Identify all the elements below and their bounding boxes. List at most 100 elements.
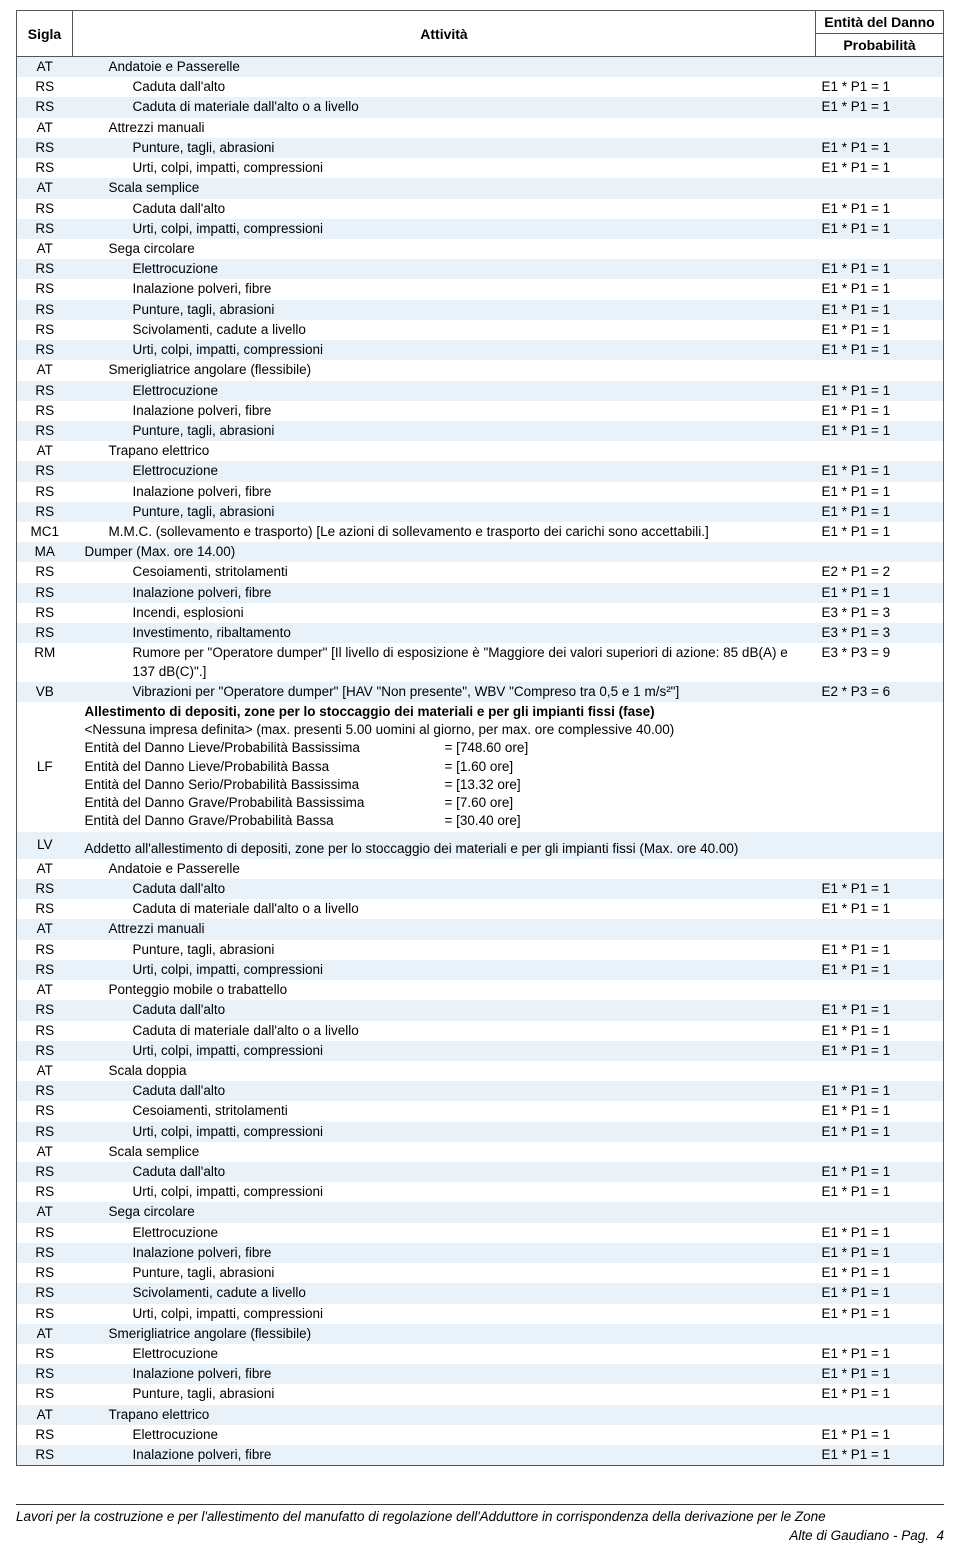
cell-sigla: AT xyxy=(17,178,73,198)
table-row: RSCaduta di materiale dall'alto o a live… xyxy=(17,899,944,919)
cell-attivita: Andatoie e Passerelle xyxy=(73,57,816,78)
table-row: RSPunture, tagli, abrasioniE1 * P1 = 1 xyxy=(17,1263,944,1283)
table-row: ATTrapano elettrico xyxy=(17,441,944,461)
cell-entita: E1 * P1 = 1 xyxy=(816,960,944,980)
cell-entita: E1 * P1 = 1 xyxy=(816,401,944,421)
cell-sigla: RS xyxy=(17,320,73,340)
table-row: RSCaduta di materiale dall'alto o a live… xyxy=(17,1021,944,1041)
lf-label: Entità del Danno Lieve/Probabilità Bassi… xyxy=(85,739,445,757)
cell-entita: E1 * P1 = 1 xyxy=(816,1000,944,1020)
cell-attivita: Inalazione polveri, fibre xyxy=(73,583,816,603)
cell-entita: E1 * P1 = 1 xyxy=(816,482,944,502)
cell-entita: E1 * P1 = 1 xyxy=(816,899,944,919)
cell-sigla: RS xyxy=(17,158,73,178)
cell-entita xyxy=(816,57,944,78)
cell-sigla: RS xyxy=(17,300,73,320)
table-row: RSCaduta dall'altoE1 * P1 = 1 xyxy=(17,1081,944,1101)
table-row: RSInalazione polveri, fibreE1 * P1 = 1 xyxy=(17,482,944,502)
cell-sigla: RS xyxy=(17,1000,73,1020)
cell-attivita: Scivolamenti, cadute a livello xyxy=(73,1283,816,1303)
risk-table: Sigla Attività Entità del Danno Probabil… xyxy=(16,10,944,1466)
cell-sigla: AT xyxy=(17,360,73,380)
table-row: RSCesoiamenti, stritolamentiE2 * P1 = 2 xyxy=(17,562,944,582)
table-row: RSElettrocuzioneE1 * P1 = 1 xyxy=(17,259,944,279)
table-row: RSCaduta di materiale dall'alto o a live… xyxy=(17,97,944,117)
cell-attivita: Inalazione polveri, fibre xyxy=(73,401,816,421)
cell-sigla: MA xyxy=(17,542,73,562)
cell-entita: E1 * P1 = 1 xyxy=(816,1081,944,1101)
table-row: RSScivolamenti, cadute a livelloE1 * P1 … xyxy=(17,1283,944,1303)
cell-entita xyxy=(816,118,944,138)
cell-attivita: Scivolamenti, cadute a livello xyxy=(73,320,816,340)
cell-sigla: RS xyxy=(17,401,73,421)
cell-sigla: AT xyxy=(17,118,73,138)
cell-sigla: AT xyxy=(17,919,73,939)
lf-label: Entità del Danno Grave/Probabilità Bassa xyxy=(85,812,445,830)
cell-sigla: RS xyxy=(17,1122,73,1142)
cell-attivita: Addetto all'allestimento di depositi, zo… xyxy=(73,832,816,859)
table-row: RSCesoiamenti, stritolamentiE1 * P1 = 1 xyxy=(17,1101,944,1121)
cell-attivita: Smerigliatrice angolare (flessibile) xyxy=(73,1324,816,1344)
cell-entita: E3 * P3 = 9 xyxy=(816,643,944,681)
cell-sigla: AT xyxy=(17,980,73,1000)
cell-attivita: Elettrocuzione xyxy=(73,1425,816,1445)
cell-entita: E1 * P1 = 1 xyxy=(816,340,944,360)
cell-sigla: RS xyxy=(17,899,73,919)
cell-sigla: RS xyxy=(17,421,73,441)
cell-entita: E1 * P1 = 1 xyxy=(816,1021,944,1041)
cell-attivita: Urti, colpi, impatti, compressioni xyxy=(73,960,816,980)
table-row: RSPunture, tagli, abrasioniE1 * P1 = 1 xyxy=(17,300,944,320)
cell-entita: E1 * P1 = 1 xyxy=(816,158,944,178)
table-row: RSUrti, colpi, impatti, compressioniE1 *… xyxy=(17,1182,944,1202)
cell-attivita: Dumper (Max. ore 14.00) xyxy=(73,542,816,562)
cell-attivita: Urti, colpi, impatti, compressioni xyxy=(73,1122,816,1142)
lf-subtitle: <Nessuna impresa definita> (max. present… xyxy=(85,721,810,739)
cell-entita: E1 * P1 = 1 xyxy=(816,522,944,542)
cell-attivita: Rumore per "Operatore dumper" [Il livell… xyxy=(73,643,816,681)
cell-sigla: RS xyxy=(17,623,73,643)
cell-sigla: RS xyxy=(17,583,73,603)
table-row: RSInalazione polveri, fibreE1 * P1 = 1 xyxy=(17,1445,944,1466)
cell-attivita: Andatoie e Passerelle xyxy=(73,859,816,879)
table-row: RSUrti, colpi, impatti, compressioniE1 *… xyxy=(17,1041,944,1061)
cell-attivita: Urti, colpi, impatti, compressioni xyxy=(73,340,816,360)
cell-sigla: RS xyxy=(17,97,73,117)
cell-entita: E2 * P1 = 2 xyxy=(816,562,944,582)
cell-entita: E1 * P1 = 1 xyxy=(816,1445,944,1466)
cell-entita: E1 * P1 = 1 xyxy=(816,381,944,401)
cell-sigla: RS xyxy=(17,1445,73,1466)
cell-entita: E3 * P1 = 3 xyxy=(816,603,944,623)
cell-entita: E1 * P1 = 1 xyxy=(816,97,944,117)
cell-sigla: RS xyxy=(17,1425,73,1445)
table-row: ATPonteggio mobile o trabattello xyxy=(17,980,944,1000)
cell-sigla: RS xyxy=(17,279,73,299)
lf-value: = [748.60 ore] xyxy=(445,739,529,757)
lf-value: = [1.60 ore] xyxy=(445,758,514,776)
cell-entita: E1 * P1 = 1 xyxy=(816,138,944,158)
cell-attivita: Urti, colpi, impatti, compressioni xyxy=(73,1304,816,1324)
cell-entita: E1 * P1 = 1 xyxy=(816,77,944,97)
table-row: RSPunture, tagli, abrasioniE1 * P1 = 1 xyxy=(17,421,944,441)
cell-attivita: Scala semplice xyxy=(73,178,816,198)
cell-entita: E1 * P1 = 1 xyxy=(816,1223,944,1243)
table-row: ATSega circolare xyxy=(17,1202,944,1222)
cell-entita: E1 * P1 = 1 xyxy=(816,1384,944,1404)
cell-entita: E1 * P1 = 1 xyxy=(816,300,944,320)
cell-sigla: LV xyxy=(17,832,73,859)
cell-entita xyxy=(816,859,944,879)
cell-entita xyxy=(816,178,944,198)
table-row: LVAddetto all'allestimento di depositi, … xyxy=(17,832,944,859)
cell-sigla: RS xyxy=(17,77,73,97)
table-row: ATScala semplice xyxy=(17,1142,944,1162)
cell-sigla: RS xyxy=(17,461,73,481)
cell-entita: E1 * P1 = 1 xyxy=(816,1364,944,1384)
cell-attivita: Elettrocuzione xyxy=(73,1344,816,1364)
cell-sigla: RS xyxy=(17,1283,73,1303)
table-row: RSCaduta dall'altoE1 * P1 = 1 xyxy=(17,77,944,97)
table-row: MC1M.M.C. (sollevamento e trasporto) [Le… xyxy=(17,522,944,542)
table-row: RSPunture, tagli, abrasioniE1 * P1 = 1 xyxy=(17,940,944,960)
cell-sigla: AT xyxy=(17,859,73,879)
cell-attivita: Incendi, esplosioni xyxy=(73,603,816,623)
table-row: RSCaduta dall'altoE1 * P1 = 1 xyxy=(17,1162,944,1182)
cell-attivita: Attrezzi manuali xyxy=(73,118,816,138)
